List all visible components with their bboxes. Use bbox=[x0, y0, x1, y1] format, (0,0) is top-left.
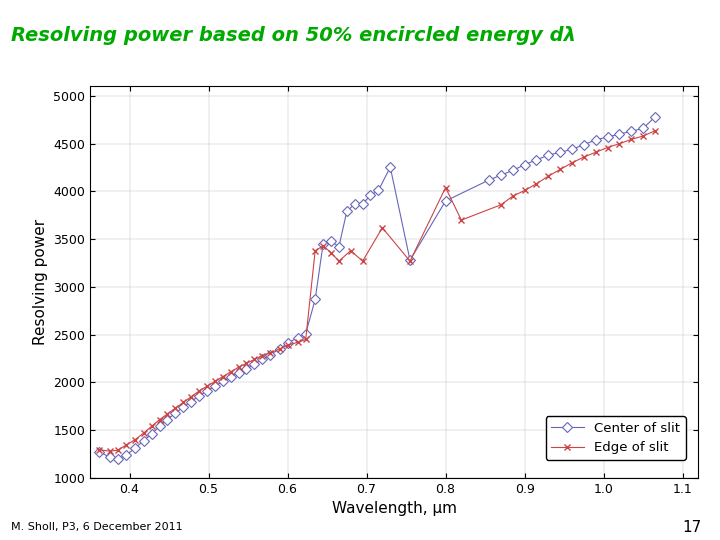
Edge of slit bbox=[302, 336, 310, 343]
Text: BigBOSS: BigBOSS bbox=[629, 17, 682, 27]
Edge of slit bbox=[218, 374, 227, 380]
Center of slit bbox=[651, 114, 660, 120]
Edge of slit bbox=[639, 133, 647, 139]
Y-axis label: Resolving power: Resolving power bbox=[32, 219, 48, 345]
Text: 17: 17 bbox=[683, 519, 702, 535]
Edge of slit bbox=[163, 411, 172, 417]
Edge of slit bbox=[242, 360, 251, 367]
Edge of slit bbox=[378, 225, 387, 231]
Edge of slit bbox=[497, 201, 505, 208]
Edge of slit bbox=[202, 383, 211, 389]
Edge of slit bbox=[359, 258, 367, 265]
Center of slit bbox=[359, 201, 367, 207]
Edge of slit bbox=[179, 399, 187, 406]
Edge of slit bbox=[508, 193, 517, 199]
Center of slit bbox=[591, 137, 600, 143]
Edge of slit bbox=[556, 166, 564, 173]
Line: Center of slit: Center of slit bbox=[96, 113, 659, 463]
Edge of slit bbox=[105, 448, 114, 454]
Edge of slit bbox=[335, 258, 343, 265]
Edge of slit bbox=[346, 247, 355, 254]
Edge of slit bbox=[194, 388, 203, 394]
Edge of slit bbox=[156, 416, 164, 423]
Edge of slit bbox=[148, 423, 156, 430]
Edge of slit bbox=[327, 249, 336, 256]
Edge of slit bbox=[544, 173, 552, 179]
Edge of slit bbox=[250, 356, 258, 363]
Edge of slit bbox=[567, 159, 576, 166]
Edge of slit bbox=[521, 187, 529, 194]
Edge of slit bbox=[266, 349, 274, 356]
Edge of slit bbox=[186, 394, 195, 400]
Edge of slit bbox=[580, 154, 588, 160]
Edge of slit bbox=[210, 378, 219, 384]
Edge of slit bbox=[311, 247, 320, 254]
Edge of slit bbox=[283, 342, 292, 348]
Text: Resolving power based on 50% encircled energy dλ: Resolving power based on 50% encircled e… bbox=[11, 25, 576, 45]
Edge of slit bbox=[405, 258, 414, 265]
Edge of slit bbox=[441, 184, 450, 191]
Edge of slit bbox=[603, 144, 612, 151]
Edge of slit bbox=[591, 149, 600, 156]
Edge of slit bbox=[131, 436, 140, 443]
Edge of slit bbox=[234, 364, 243, 370]
Edge of slit bbox=[457, 217, 466, 224]
Legend: Center of slit, Edge of slit: Center of slit, Edge of slit bbox=[546, 416, 685, 460]
Edge of slit bbox=[275, 346, 284, 352]
Center of slit bbox=[95, 448, 104, 455]
Edge of slit bbox=[95, 447, 104, 453]
Edge of slit bbox=[627, 136, 636, 143]
Edge of slit bbox=[140, 430, 148, 436]
Line: Edge of slit: Edge of slit bbox=[96, 127, 658, 455]
Center of slit bbox=[351, 201, 359, 207]
Center of slit bbox=[374, 187, 383, 194]
Edge of slit bbox=[226, 369, 235, 375]
Edge of slit bbox=[532, 180, 541, 187]
Edge of slit bbox=[294, 339, 302, 346]
Edge of slit bbox=[121, 442, 130, 449]
Edge of slit bbox=[651, 127, 660, 134]
X-axis label: Wavelength, μm: Wavelength, μm bbox=[332, 501, 456, 516]
Edge of slit bbox=[258, 353, 266, 359]
Edge of slit bbox=[615, 140, 624, 147]
Center of slit bbox=[218, 378, 227, 384]
Center of slit bbox=[113, 456, 122, 462]
Edge of slit bbox=[113, 447, 122, 454]
Text: M. Sholl, P3, 6 December 2011: M. Sholl, P3, 6 December 2011 bbox=[11, 522, 182, 532]
Center of slit bbox=[521, 161, 529, 168]
Edge of slit bbox=[319, 242, 328, 249]
Edge of slit bbox=[171, 405, 180, 411]
